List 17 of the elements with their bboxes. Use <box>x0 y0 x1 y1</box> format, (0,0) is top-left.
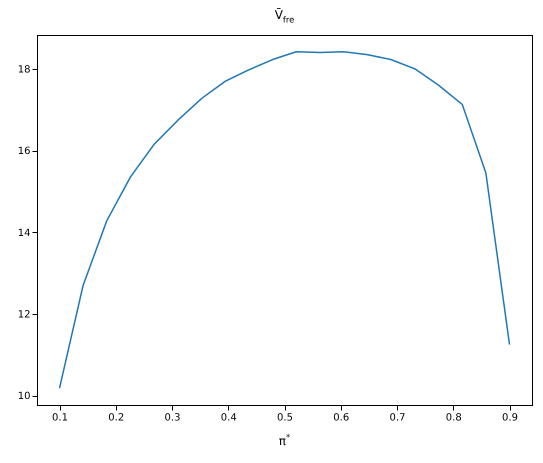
line-series <box>58 50 510 390</box>
x-tick-label: 0.6 <box>333 412 350 424</box>
chart-title: V̄$_{fre}$ <box>274 8 296 24</box>
x-tick-label: 0.5 <box>277 412 293 424</box>
y-tick-label: 14 <box>18 228 30 239</box>
y-tick-label: 12 <box>18 309 30 320</box>
x-tick-label: 0.7 <box>390 412 406 424</box>
y-tick-label: 10 <box>18 391 30 402</box>
x-tick-label: 0.8 <box>446 412 462 424</box>
x-axis-title: π$^{*}$ <box>278 432 292 448</box>
x-tick-label: 0.1 <box>52 412 68 424</box>
x-tick-label: 0.2 <box>108 412 124 424</box>
x-tick-label: 0.9 <box>502 412 518 424</box>
x-tick-label: 0.3 <box>164 412 180 424</box>
y-tick-label: 18 <box>18 64 30 76</box>
x-tick-label: 0.4 <box>220 412 237 424</box>
y-tick-label: 16 <box>18 146 30 158</box>
